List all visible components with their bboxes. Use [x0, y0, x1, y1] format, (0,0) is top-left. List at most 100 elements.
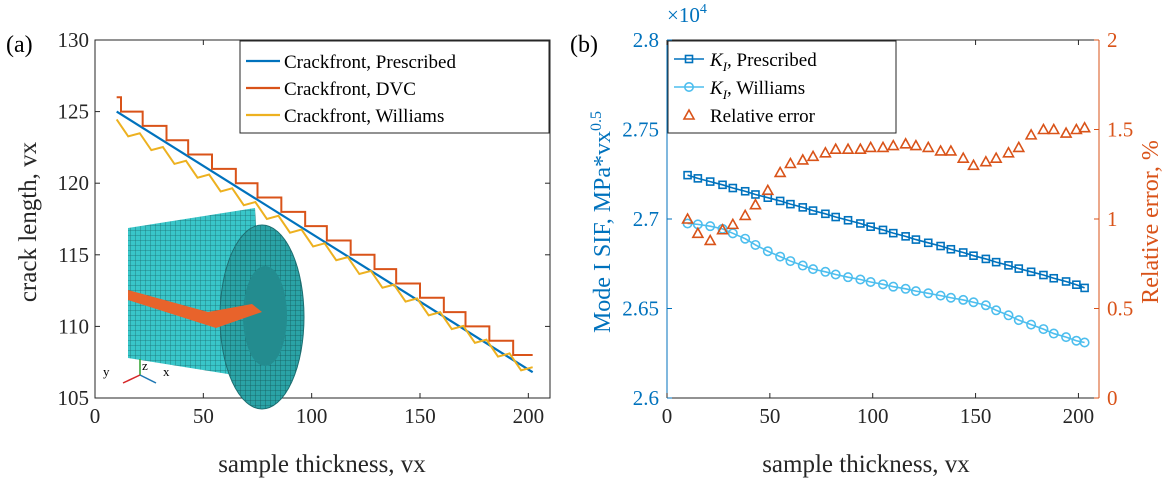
data-point-triangle — [1037, 122, 1050, 135]
legend-entry: Crackfront, Prescribed — [284, 52, 456, 73]
data-point-triangle — [726, 217, 740, 230]
y-tick-label: 120 — [58, 171, 90, 195]
data-point-square — [856, 219, 865, 228]
data-point-triangle — [956, 151, 970, 163]
triad-y-axis — [122, 374, 141, 384]
x-tick-label: 100 — [296, 404, 328, 428]
panel-a-ylabel: crack length, vx — [15, 141, 42, 302]
x-tick-label: 200 — [513, 404, 545, 428]
panel-b-multiplier: ×104 — [667, 2, 707, 27]
data-point-square — [981, 254, 991, 264]
panel-b-xlabel: sample thickness, vx — [762, 451, 970, 478]
data-point-square — [718, 180, 727, 190]
data-point-square — [728, 183, 738, 193]
data-point-circle — [1003, 310, 1014, 321]
panel-a: (a) 0 50 100 150 200 105 110 115 120 125 130 — [6, 28, 551, 478]
data-point-circle — [820, 266, 831, 277]
series-line-0 — [687, 174, 1085, 289]
y-left-tick-label: 2.75 — [622, 118, 659, 142]
data-point-triangle — [1002, 146, 1015, 158]
data-point-square — [901, 232, 910, 241]
series-line-dvc — [116, 96, 533, 357]
legend-entry: Relative error — [710, 106, 816, 127]
data-point-triangle — [773, 165, 787, 178]
data-point-triangle — [934, 144, 947, 156]
panel-b-ylabel-right: Relative error, % — [1138, 140, 1164, 304]
data-point-triangle — [806, 149, 820, 162]
data-point-triangle — [876, 140, 890, 153]
data-point-triangle — [1047, 122, 1061, 135]
triad-y-label: y — [103, 364, 110, 379]
data-point-triangle — [1070, 122, 1083, 135]
specimen-mesh-inset: z y x — [103, 208, 305, 410]
data-point-square — [775, 196, 785, 206]
data-point-square — [843, 215, 853, 225]
data-point-circle — [797, 260, 808, 271]
data-point-square — [740, 186, 750, 196]
y-left-tick-label: 2.7 — [633, 207, 659, 231]
series-line-1 — [687, 222, 1085, 344]
data-point-circle — [991, 305, 1002, 316]
y-tick-label: 105 — [58, 386, 90, 410]
x-tick-label: 200 — [1063, 404, 1095, 428]
y-tick-label: 115 — [58, 243, 89, 267]
data-point-circle — [865, 277, 876, 288]
data-point-triangle — [716, 223, 729, 235]
data-point-square — [866, 222, 875, 231]
panel-a-series — [115, 96, 534, 374]
series-line-williams — [115, 118, 533, 372]
y-right-tick-label: 1 — [1107, 207, 1118, 231]
legend-box — [239, 40, 550, 134]
data-point-square — [751, 190, 760, 199]
triad-z-label: z — [142, 358, 148, 373]
data-point-triangle — [681, 212, 694, 224]
data-point-square — [1072, 280, 1081, 289]
x-tick-label: 50 — [193, 404, 214, 428]
series-line-prescribed — [116, 110, 534, 374]
x-tick-label: 150 — [404, 404, 436, 428]
data-point-square — [923, 238, 933, 248]
panel-a-xlabel: sample thickness, vx — [218, 451, 426, 478]
data-point-triangle — [864, 140, 878, 153]
x-tick-label: 0 — [90, 404, 101, 428]
data-point-triangle — [1078, 121, 1091, 133]
data-point-square — [808, 206, 818, 215]
data-point-triangle — [899, 137, 912, 149]
data-point-square — [1049, 273, 1059, 283]
data-point-square — [1014, 264, 1024, 273]
data-point-circle — [808, 264, 819, 275]
data-point-circle — [1079, 337, 1090, 348]
legend-swatch-marker — [684, 54, 694, 64]
data-point-square — [1039, 270, 1048, 280]
panel-b-ylabel-left: Mode I SIF, MPa*vx0.5 — [588, 111, 616, 333]
data-point-triangle — [1012, 140, 1026, 153]
data-point-triangle — [841, 142, 855, 154]
y-right-tick-label: 2 — [1107, 28, 1118, 52]
panel-a-label: (a) — [6, 32, 33, 58]
data-point-circle — [1013, 315, 1024, 326]
x-tick-label: 150 — [960, 404, 992, 428]
panel-a-legend: Crackfront, Prescribed Crackfront, DVC Cra… — [239, 40, 550, 134]
triad-x-label: x — [163, 364, 170, 379]
data-point-circle — [1061, 332, 1072, 343]
data-point-square — [1061, 277, 1071, 286]
data-point-circle — [935, 290, 946, 301]
data-point-circle — [900, 283, 911, 294]
data-point-square — [946, 244, 956, 254]
y-right-tick-label: 0 — [1107, 386, 1118, 410]
data-point-triangle — [761, 183, 775, 196]
data-point-triangle — [703, 233, 717, 246]
panel-b: (b) 0 50 100 150 200 2.6 2.65 2.7 2.75 2.8 0 0.5 1 1.… — [570, 2, 1164, 478]
x-tick-label: 0 — [662, 404, 673, 428]
data-point-square — [786, 199, 795, 209]
data-point-triangle — [944, 144, 958, 156]
data-point-circle — [1026, 319, 1037, 330]
legend-swatch-marker — [683, 82, 694, 93]
panel-b-axes: 0 50 100 150 200 2.6 2.65 2.7 2.75 2.8 0 0.5 1 1.5 2 — [622, 28, 1133, 428]
triad-x-axis — [139, 374, 157, 384]
y-right-tick-label: 1.5 — [1107, 118, 1133, 142]
data-point-circle — [888, 281, 899, 292]
data-point-circle — [923, 288, 934, 299]
y-left-tick-label: 2.8 — [633, 28, 659, 52]
